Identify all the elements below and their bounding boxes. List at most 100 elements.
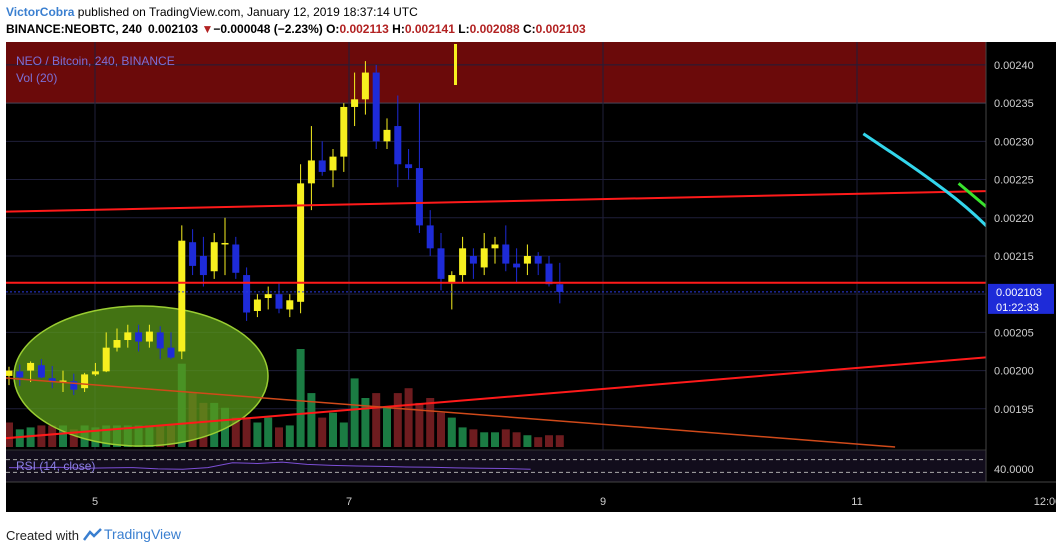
volume-bar [48,425,57,447]
resistance-zone [6,42,986,104]
candle-body [318,160,326,172]
candle-body [189,242,197,266]
price-axis [986,42,1056,512]
candle-body [307,160,315,184]
candle-body [275,294,283,309]
candle-body [156,332,164,349]
volume-bar [469,429,478,447]
volume-bar [512,432,521,447]
last-price-tick: 0.002103 [996,287,1042,299]
volume-bar [534,437,543,447]
price-tick-label: 0.00195 [994,404,1034,416]
volume-bar [480,432,489,447]
volume-legend[interactable]: Vol (20) [16,71,58,85]
candle-body [361,72,369,100]
volume-bar [59,425,67,447]
volume-bar [437,412,445,447]
tradingview-brand[interactable]: TradingView [104,526,182,542]
rising-trendline [6,356,986,440]
price-chart[interactable]: 0.00240 0.00235 0.00230 0.00225 0.00220 0.002… [6,42,1056,512]
chart-header: VictorCobra published on TradingView.com… [0,0,1059,42]
candle-body [6,370,13,376]
candles [6,61,564,396]
close-value: 0.002103 [535,22,586,36]
open-label: O: [326,22,340,36]
candle-body [135,332,143,342]
candle-body [437,248,445,279]
chart-area[interactable]: 0.00240 0.00235 0.00230 0.00225 0.00220 0.002… [6,42,1056,512]
candle-body [27,362,35,371]
volume-bar [69,429,78,447]
volume-bar [415,402,424,447]
candle-body [286,300,294,310]
low-value: 0.002088 [469,22,520,36]
symbol-info-line: BINANCE:NEOBTC, 240 0.002103 ▼−0.000048 (… [6,22,586,36]
publish-info-line: VictorCobra published on TradingView.com… [6,5,418,19]
price-tick-label: 0.00235 [994,98,1034,110]
price-tick-label: 0.00205 [994,327,1034,339]
last-price: 0.002103 [148,22,199,36]
candle-body [480,248,488,268]
created-with-text: Created with [6,528,79,543]
volume-bar [361,398,370,447]
author-link[interactable]: VictorCobra [6,5,75,19]
time-tick-label: 7 [346,496,352,508]
volume-bar [231,417,240,447]
high-label: H: [392,22,405,36]
candle-body [145,331,153,342]
chart-legend-title[interactable]: NEO / Bitcoin, 240, BINANCE [16,54,175,68]
volume-bar [329,412,337,447]
rsi-pane [6,450,986,482]
price-tick-label: 0.00225 [994,175,1034,187]
last-price-badge [988,283,1054,314]
candle-body [534,255,542,264]
high-value: 0.002141 [404,22,455,36]
volume-bar [523,435,532,447]
volume-bar [339,422,348,447]
candle-body [351,99,359,107]
volume-bar [458,427,467,447]
candle-body [523,255,531,264]
candle-body [199,255,207,276]
candle-body [37,365,45,378]
rsi-legend[interactable]: RSI (14, close) [16,459,96,473]
symbol-label: BINANCE:NEOBTC, 240 [6,22,143,36]
price-tick-label: 0.00240 [994,60,1034,72]
candle-body [405,164,413,169]
volume-bar [242,417,251,447]
candle-body [16,371,24,378]
volume-bar [296,349,305,447]
volume-bar [6,422,13,447]
candle-body [210,242,218,272]
candle-body [91,371,99,375]
volume-bar [372,393,381,447]
candle-body [113,340,121,348]
volume-bar [285,425,294,447]
countdown-label: 01:22:33 [996,302,1039,314]
candle-body [232,244,240,273]
cyan-projection-curve [862,132,986,228]
candle-body [469,255,477,264]
time-tick-label: 12:00 [1034,496,1056,508]
volume-bar [491,432,499,447]
change-arrow-icon: ▼ [201,22,214,36]
candle-body [221,242,229,245]
publish-info-text: published on TradingView.com, January 12… [74,5,418,19]
volume-bar [318,417,327,447]
candle-body [459,248,467,276]
candle-body [372,72,380,142]
candle-body [394,126,402,165]
volume-bar [26,427,35,447]
volume-bar [307,393,316,447]
candle-body [426,225,434,249]
falling-trendline [6,377,896,448]
volume-bar [275,427,283,447]
volume-bar [426,398,435,447]
candle-body [70,381,78,390]
candle-body [513,263,521,268]
candle-body [59,380,67,383]
candle-body [243,275,251,313]
price-tick-label: 0.00200 [994,366,1034,378]
volume-bar [404,388,413,447]
tradingview-logo-icon [83,528,102,541]
